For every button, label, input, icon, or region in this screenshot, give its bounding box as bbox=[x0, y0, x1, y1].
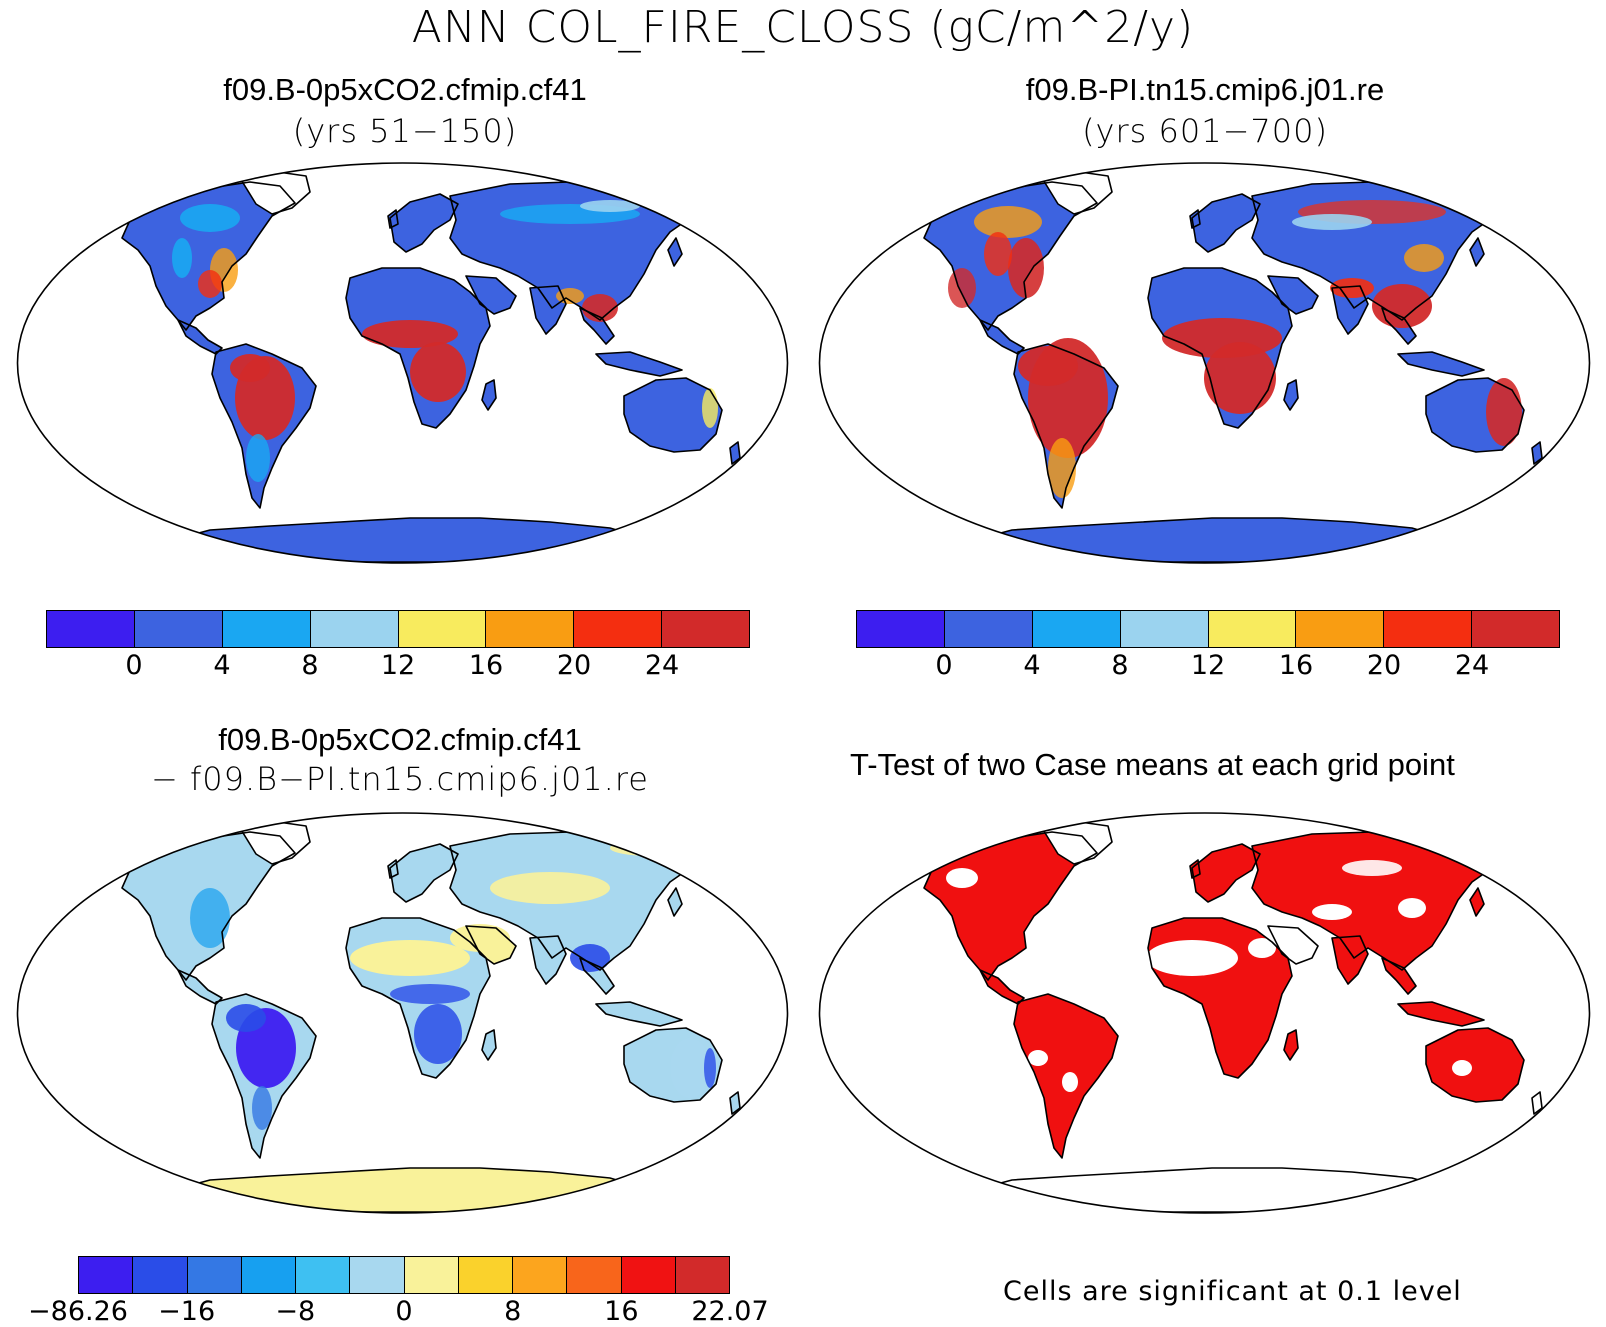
colorbar-tick-label: −86.26 bbox=[28, 1296, 128, 1327]
colorbar-swatch bbox=[133, 1257, 188, 1293]
panel-tl-case-title: f09.B-0p5xCO2.cfmip.cf41 bbox=[223, 72, 587, 107]
colorbar-tick-label: 8 bbox=[301, 650, 319, 681]
map-top-left-content bbox=[16, 162, 789, 564]
colorbar-swatch bbox=[47, 611, 135, 647]
colorbar-tick-label: 12 bbox=[380, 650, 416, 681]
colorbar-tick-label: 0 bbox=[395, 1296, 413, 1327]
colorbar-swatch bbox=[398, 611, 487, 647]
colorbar-swatch bbox=[458, 1257, 513, 1293]
colorbar-swatch bbox=[1032, 611, 1121, 647]
colorbar-swatch bbox=[486, 611, 575, 647]
colorbar-tick-label: 8 bbox=[1111, 650, 1129, 681]
colorbar-swatch bbox=[857, 611, 945, 647]
map-panel-top-left bbox=[16, 162, 789, 564]
colorbar-swatch bbox=[1296, 611, 1385, 647]
colorbar-tick-label: 12 bbox=[1190, 650, 1226, 681]
colorbar-tick-label: 20 bbox=[1366, 650, 1402, 681]
colorbar-top-right bbox=[856, 610, 1560, 648]
colorbar-tick-label: 24 bbox=[1454, 650, 1490, 681]
colorbar-swatch bbox=[134, 611, 223, 647]
map-panel-bottom-left bbox=[16, 812, 789, 1214]
colorbar-swatch bbox=[187, 1257, 242, 1293]
colorbar-top-left bbox=[46, 610, 750, 648]
colorbar-tick-label: 4 bbox=[1023, 650, 1041, 681]
map-panel-bottom-right bbox=[818, 812, 1591, 1214]
colorbar-tick-label: 0 bbox=[935, 650, 953, 681]
colorbar-swatch bbox=[567, 1257, 622, 1293]
colorbar-tick-label: 0 bbox=[125, 650, 143, 681]
colorbar-swatch bbox=[1384, 611, 1473, 647]
colorbar-swatch bbox=[404, 1257, 459, 1293]
colorbar-swatch bbox=[350, 1257, 405, 1293]
colorbar-tick-label: 8 bbox=[504, 1296, 522, 1327]
colorbar-swatch bbox=[574, 611, 663, 647]
colorbar-swatch bbox=[241, 1257, 296, 1293]
panel-tr-case-title: f09.B-PI.tn15.cmip6.j01.re bbox=[1025, 72, 1385, 107]
panel-tl-years: (yrs 51−150) bbox=[292, 112, 518, 150]
colorbar-swatch bbox=[310, 611, 399, 647]
colorbar-tick-label: 24 bbox=[644, 650, 680, 681]
panel-bl-case-title: f09.B-0p5xCO2.cfmip.cf41 bbox=[218, 722, 582, 757]
panel-bl-minus-case: − f09.B−PI.tn15.cmip6.j01.re bbox=[151, 760, 649, 798]
colorbar-swatch bbox=[662, 611, 749, 647]
colorbar-tick-label: 16 bbox=[604, 1296, 639, 1327]
colorbar-tick-label: 20 bbox=[556, 650, 592, 681]
colorbar-swatch bbox=[79, 1257, 134, 1293]
map-top-right-content bbox=[818, 162, 1591, 564]
colorbar-swatch bbox=[621, 1257, 676, 1293]
map-panel-top-right bbox=[818, 162, 1591, 564]
panel-tr-years: (yrs 601−700) bbox=[1082, 112, 1328, 150]
colorbar-swatch bbox=[1120, 611, 1209, 647]
colorbar-tick-label: 16 bbox=[1278, 650, 1314, 681]
colorbar-swatch bbox=[222, 611, 311, 647]
colorbar-tick-label: −8 bbox=[275, 1296, 316, 1327]
colorbar-swatch bbox=[1208, 611, 1297, 647]
map-bottom-right-content bbox=[818, 812, 1591, 1214]
significance-note: Cells are significant at 0.1 level bbox=[1003, 1276, 1462, 1307]
panel-br-title: T-Test of two Case means at each grid po… bbox=[850, 747, 1455, 782]
colorbar-swatch bbox=[944, 611, 1033, 647]
colorbar-swatch bbox=[296, 1257, 351, 1293]
colorbar-tick-label: 4 bbox=[213, 650, 231, 681]
colorbar-swatch bbox=[675, 1257, 729, 1293]
map-bottom-left-content bbox=[16, 812, 789, 1214]
colorbar-tick-label: 22.07 bbox=[691, 1296, 769, 1327]
colorbar-tick-label: −16 bbox=[158, 1296, 216, 1327]
colorbar-tick-label: 16 bbox=[468, 650, 504, 681]
colorbar-swatch bbox=[513, 1257, 568, 1293]
figure-title: ANN COL_FIRE_CLOSS (gC/m^2/y) bbox=[411, 2, 1195, 53]
colorbar-swatch bbox=[1472, 611, 1559, 647]
colorbar-bottom-left bbox=[78, 1256, 730, 1294]
